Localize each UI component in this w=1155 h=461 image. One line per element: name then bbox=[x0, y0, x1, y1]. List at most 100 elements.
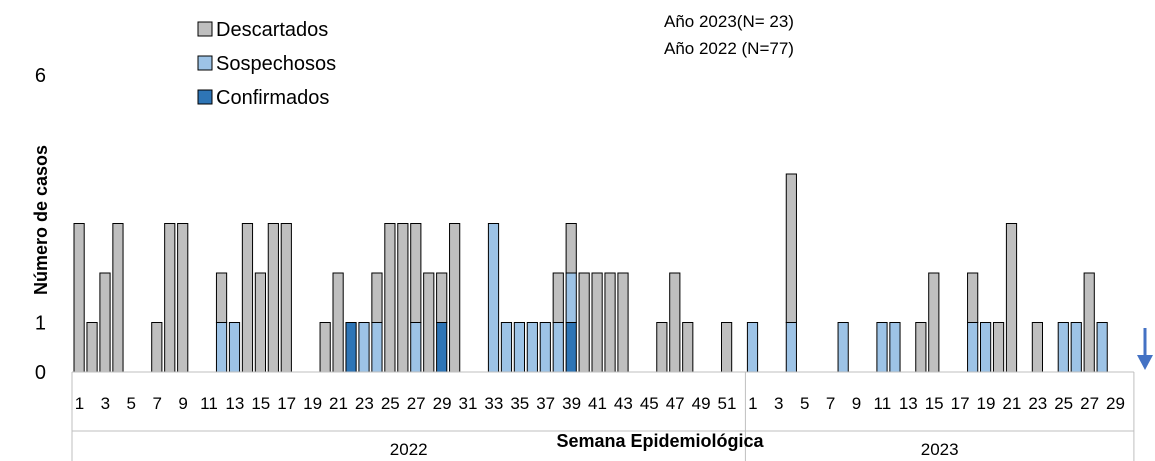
legend-label: Sospechosos bbox=[216, 53, 336, 75]
bar-sospechosos bbox=[513, 322, 525, 373]
bar-sospechosos bbox=[526, 322, 538, 373]
bar-descartados bbox=[604, 272, 616, 373]
x-tick-label: 29 bbox=[433, 394, 452, 413]
bar-sospechosos bbox=[1096, 322, 1108, 373]
y-axis-title: Número de casos bbox=[31, 145, 51, 295]
down-arrow-icon bbox=[1137, 328, 1153, 370]
bar-sospechosos bbox=[552, 322, 564, 373]
bar-descartados bbox=[410, 223, 422, 323]
x-tick-label: 19 bbox=[977, 394, 996, 413]
x-tick-label: 23 bbox=[1028, 394, 1047, 413]
bar-sospechosos bbox=[967, 322, 979, 373]
x-axis-title: Semana Epidemiológica bbox=[556, 431, 764, 451]
x-tick-label: 15 bbox=[251, 394, 270, 413]
bar-descartados bbox=[682, 322, 694, 373]
bar-sospechosos bbox=[565, 272, 577, 323]
x-tick-label: 49 bbox=[692, 394, 711, 413]
bar-descartados bbox=[384, 223, 396, 373]
x-tick-label: 47 bbox=[666, 394, 685, 413]
bar-descartados bbox=[992, 322, 1005, 373]
x-tick-label: 43 bbox=[614, 394, 633, 413]
x-tick-label: 3 bbox=[774, 394, 783, 413]
bar-descartados bbox=[397, 223, 409, 373]
x-tick-label: 41 bbox=[588, 394, 607, 413]
bar-descartados bbox=[73, 223, 85, 373]
x-tick-label: 27 bbox=[1080, 394, 1099, 413]
bar-descartados bbox=[721, 322, 733, 373]
annotation-2023: Año 2023(N= 23) bbox=[664, 12, 794, 31]
bar-descartados bbox=[112, 223, 124, 373]
bar-descartados bbox=[552, 272, 564, 323]
bar-descartados bbox=[280, 223, 292, 373]
bar-descartados bbox=[449, 223, 461, 373]
bar-descartados bbox=[785, 173, 797, 323]
x-tick-label: 7 bbox=[152, 394, 161, 413]
bar-descartados bbox=[86, 322, 98, 373]
x-tick-label: 35 bbox=[510, 394, 529, 413]
bar-sospechosos bbox=[500, 322, 513, 373]
year-label: 2022 bbox=[390, 440, 428, 459]
legend-swatch bbox=[197, 89, 213, 105]
bar-descartados bbox=[423, 272, 435, 373]
bar-descartados bbox=[99, 272, 111, 373]
bar-descartados bbox=[177, 223, 189, 373]
x-tick-label: 27 bbox=[407, 394, 426, 413]
bar-descartados bbox=[1031, 322, 1044, 373]
year-label: 2023 bbox=[921, 440, 959, 459]
bar-descartados bbox=[267, 223, 279, 373]
legend-swatch bbox=[197, 55, 213, 71]
bar-descartados bbox=[436, 272, 448, 323]
bar-descartados bbox=[215, 272, 228, 323]
x-tick-label: 7 bbox=[826, 394, 835, 413]
x-tick-label: 15 bbox=[925, 394, 944, 413]
x-tick-label: 13 bbox=[899, 394, 918, 413]
bar-sospechosos bbox=[746, 322, 759, 373]
bar-descartados bbox=[617, 272, 629, 373]
x-tick-label: 9 bbox=[178, 394, 187, 413]
bar-descartados bbox=[578, 272, 590, 373]
bar-sospechosos bbox=[358, 322, 370, 373]
bar-sospechosos bbox=[410, 322, 422, 373]
bar-descartados bbox=[915, 322, 927, 373]
x-tick-label: 5 bbox=[800, 394, 809, 413]
bar-descartados bbox=[254, 272, 267, 373]
bar-descartados bbox=[591, 272, 603, 373]
bar-sospechosos bbox=[215, 322, 228, 373]
x-tick-label: 45 bbox=[640, 394, 659, 413]
x-tick-label: 11 bbox=[874, 394, 892, 413]
x-tick-label: 19 bbox=[303, 394, 322, 413]
legend-label: Descartados bbox=[216, 19, 328, 41]
bar-descartados bbox=[669, 272, 681, 373]
x-tick-label: 23 bbox=[355, 394, 374, 413]
x-tick-label: 1 bbox=[75, 394, 84, 413]
x-tick-label: 37 bbox=[536, 394, 555, 413]
bar-descartados bbox=[371, 272, 383, 323]
x-tick-label: 33 bbox=[484, 394, 503, 413]
x-tick-label: 51 bbox=[718, 394, 737, 413]
x-tick-label: 1 bbox=[748, 394, 757, 413]
bar-sospechosos bbox=[487, 223, 500, 373]
bar-sospechosos bbox=[837, 322, 849, 373]
bar-sospechosos bbox=[371, 322, 383, 373]
x-tick-label: 17 bbox=[951, 394, 970, 413]
y-axis: 0 1 6 bbox=[35, 65, 46, 384]
bar-sospechosos bbox=[876, 322, 888, 373]
legend-swatch bbox=[197, 21, 213, 37]
x-tick-label: 13 bbox=[225, 394, 244, 413]
bar-descartados bbox=[151, 322, 163, 373]
bar-descartados bbox=[967, 272, 979, 323]
bar-descartados bbox=[319, 322, 331, 373]
bar-sospechosos bbox=[889, 322, 901, 373]
y-tick-label: 0 bbox=[35, 362, 46, 384]
x-tick-label: 25 bbox=[381, 394, 400, 413]
bar-descartados bbox=[565, 223, 577, 274]
x-tick-label: 3 bbox=[101, 394, 110, 413]
y-tick-label: 6 bbox=[35, 65, 46, 87]
bars-group bbox=[73, 173, 1108, 373]
bar-descartados bbox=[656, 322, 668, 373]
bar-descartados bbox=[928, 272, 940, 373]
x-tick-label: 9 bbox=[852, 394, 861, 413]
bar-descartados bbox=[241, 223, 254, 373]
bar-sospechosos bbox=[1057, 322, 1069, 373]
